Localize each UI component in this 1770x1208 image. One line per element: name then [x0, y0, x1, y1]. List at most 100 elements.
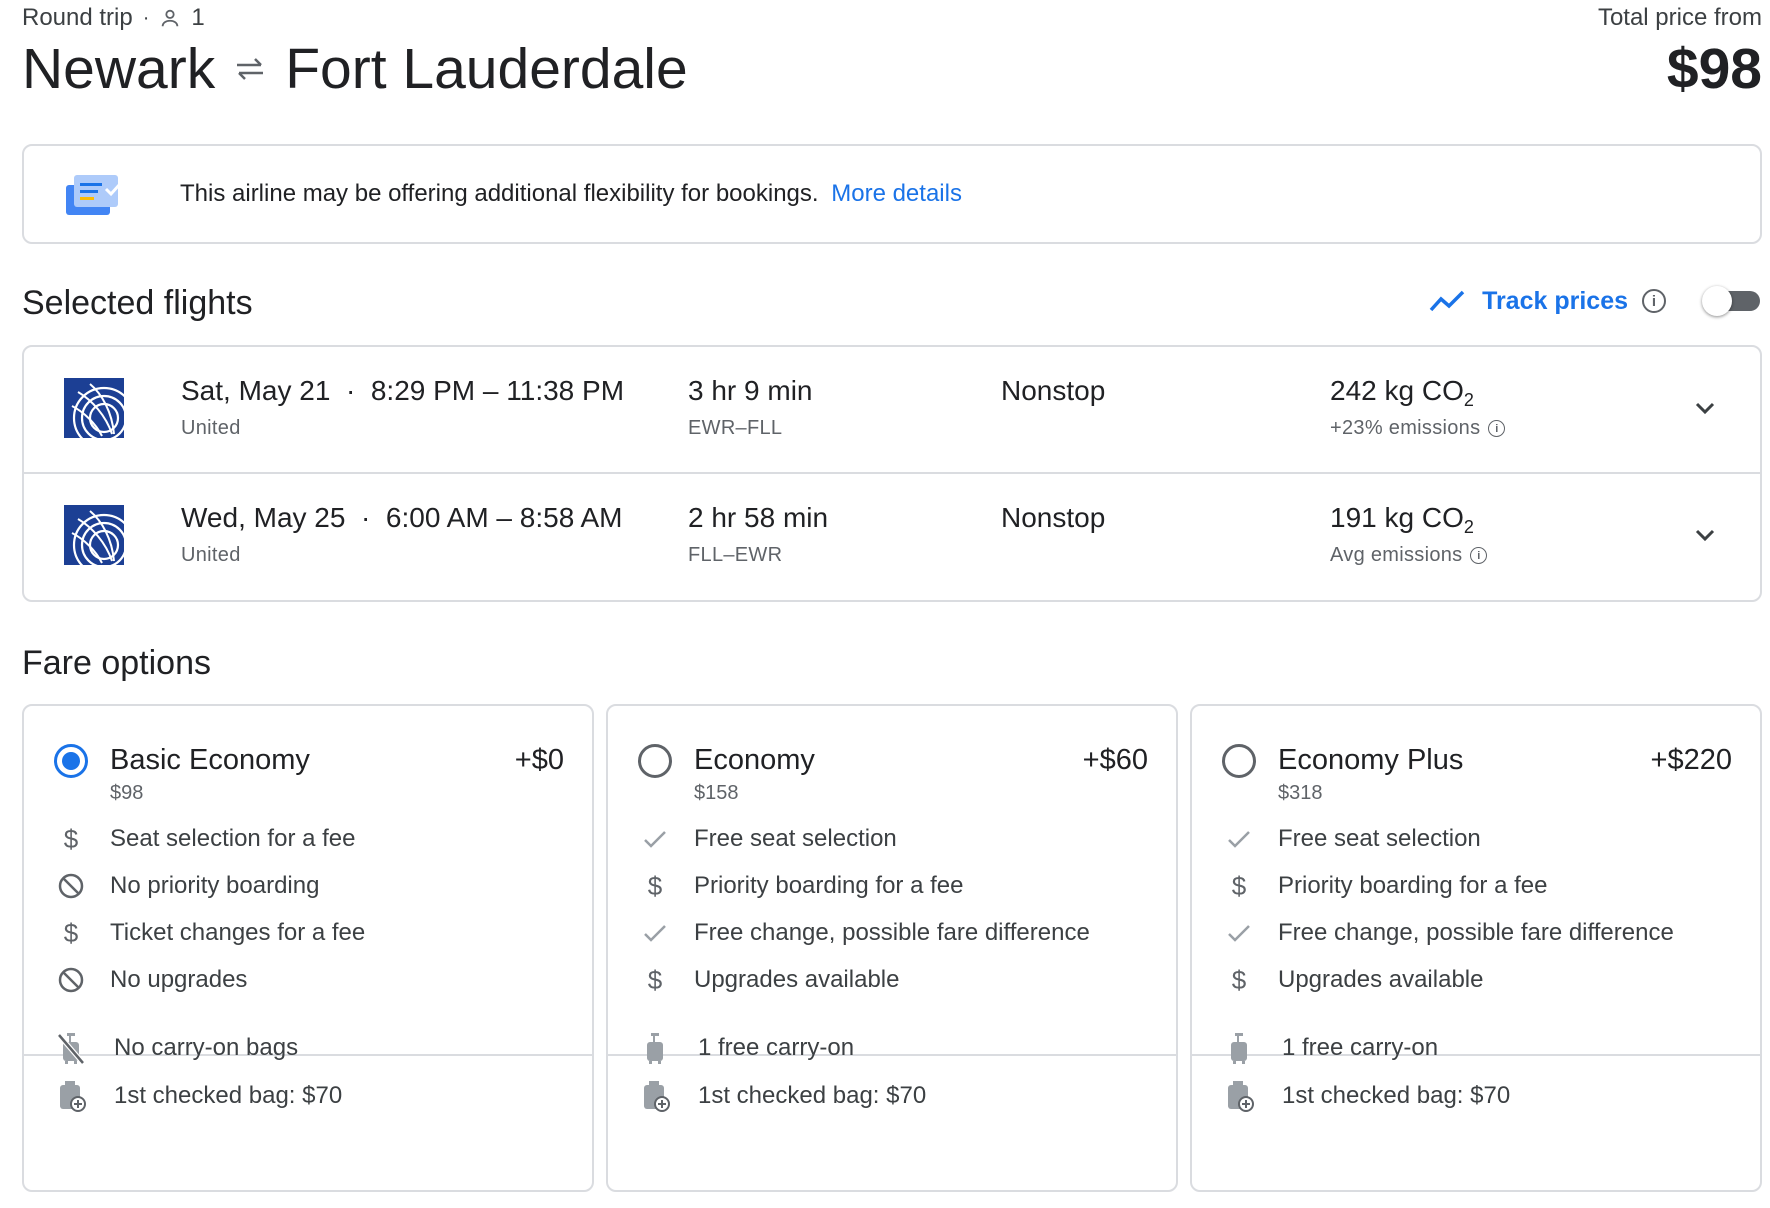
- check-icon: [638, 916, 672, 950]
- more-details-link[interactable]: More details: [831, 180, 962, 207]
- baggage-item: 1 free carry-on: [608, 1028, 1176, 1068]
- checked-bag-icon: [54, 1079, 88, 1113]
- dollar-icon: $: [1222, 869, 1256, 903]
- fare-feature-text: No upgrades: [110, 966, 248, 993]
- carry-on-icon: [1222, 1031, 1256, 1065]
- fare-feature: $ Priority boarding for a fee: [608, 866, 1176, 906]
- passenger-count: 1: [191, 4, 205, 31]
- fare-feature: No priority boarding: [24, 866, 592, 906]
- fare-feature: $ Upgrades available: [608, 960, 1176, 1000]
- fare-feature-text: Free seat selection: [1278, 825, 1481, 852]
- no-carry-on-icon: [54, 1031, 88, 1065]
- co2-value: 242 kg CO: [1330, 375, 1464, 406]
- baggage-item: No carry-on bags: [24, 1028, 592, 1068]
- fare-card-basic-economy[interactable]: Basic Economy $98 +$0 $ Seat selection for a…: [22, 704, 594, 1192]
- fare-price: $98: [110, 782, 144, 804]
- baggage-text: 1 free carry-on: [1282, 1034, 1439, 1061]
- fare-price: $158: [694, 782, 739, 804]
- info-icon[interactable]: i: [1488, 420, 1506, 437]
- fare-feature-text: Ticket changes for a fee: [110, 919, 366, 946]
- baggage-text: No carry-on bags: [114, 1034, 299, 1061]
- toggle-knob: [1702, 286, 1732, 316]
- svg-text:$: $: [64, 824, 79, 854]
- price-label: Total price from: [1597, 4, 1762, 31]
- svg-text:$: $: [1232, 871, 1247, 901]
- destination-city: Fort Lauderdale: [285, 37, 688, 101]
- fare-radio-button[interactable]: [54, 744, 88, 778]
- track-prices-control: Track prices i: [1428, 286, 1760, 316]
- flight-stops: Nonstop: [1001, 375, 1106, 406]
- fare-feature-text: Upgrades available: [1278, 966, 1484, 993]
- origin-city: Newark: [22, 37, 216, 101]
- fare-options-heading: Fare options: [22, 644, 211, 682]
- round-trip-arrows-icon: [237, 58, 264, 80]
- trip-type: Round trip: [22, 4, 133, 31]
- chevron-down-icon[interactable]: [1690, 393, 1720, 423]
- fare-name: Economy: [694, 744, 815, 776]
- flight-times: 6:00 AM – 8:58 AM: [385, 502, 623, 533]
- banner-message: This airline may be offering additional …: [180, 180, 962, 208]
- co2-amount: 191 kg CO2: [1330, 502, 1474, 538]
- booking-flexibility-icon: [66, 175, 122, 215]
- flight-row-outbound[interactable]: Sat, May 21 · 8:29 PM – 11:38 PM United …: [24, 347, 1760, 474]
- fare-feature: $ Seat selection for a fee: [24, 819, 592, 859]
- info-icon[interactable]: i: [1642, 289, 1666, 313]
- carry-on-icon: [638, 1031, 672, 1065]
- fare-divider: [608, 1054, 1176, 1056]
- trip-meta: Round trip · 1: [22, 4, 205, 32]
- fare-divider: [24, 1054, 592, 1056]
- fare-feature-text: No priority boarding: [110, 872, 320, 899]
- dollar-icon: $: [54, 916, 88, 950]
- route-title: Newark Fort Lauderdale: [22, 36, 688, 102]
- fare-card-economy[interactable]: Economy $158 +$60 Free seat selection $ Prior…: [606, 704, 1178, 1192]
- flight-row-return[interactable]: Wed, May 25 · 6:00 AM – 8:58 AM United 2…: [24, 474, 1760, 601]
- fare-feature: Free seat selection: [608, 819, 1176, 859]
- baggage-text: 1 free carry-on: [698, 1034, 855, 1061]
- airline-name: United: [181, 544, 241, 566]
- separator-dot: ·: [142, 6, 150, 29]
- separator-dot: ·: [353, 502, 379, 533]
- check-icon: [1222, 916, 1256, 950]
- fare-feature: $ Priority boarding for a fee: [1192, 866, 1760, 906]
- fare-feature-text: Priority boarding for a fee: [694, 872, 964, 899]
- emissions-info: +23% emissions i: [1330, 417, 1506, 440]
- dollar-icon: $: [54, 822, 88, 856]
- track-prices-toggle[interactable]: [1702, 286, 1760, 316]
- co2-value: 191 kg CO: [1330, 502, 1464, 533]
- fare-feature-text: Free change, possible fare difference: [1278, 919, 1674, 946]
- track-prices-label[interactable]: Track prices: [1482, 286, 1628, 315]
- total-price: $98: [1666, 37, 1762, 101]
- checked-bag-icon: [1222, 1079, 1256, 1113]
- flight-date-times: Sat, May 21 · 8:29 PM – 11:38 PM: [181, 375, 624, 407]
- fare-radio-button[interactable]: [1222, 744, 1256, 778]
- fare-divider: [1192, 1054, 1760, 1056]
- flight-duration: 2 hr 58 min: [688, 502, 829, 533]
- fare-radio-button[interactable]: [638, 744, 672, 778]
- banner-text: This airline may be offering additional …: [180, 180, 819, 207]
- united-airlines-logo-icon: [64, 378, 124, 438]
- dollar-icon: $: [638, 963, 672, 997]
- selected-flights-heading: Selected flights: [22, 284, 253, 322]
- checked-bag-icon: [638, 1079, 672, 1113]
- selected-flights-list: Sat, May 21 · 8:29 PM – 11:38 PM United …: [22, 345, 1762, 602]
- fare-feature: Free seat selection: [1192, 819, 1760, 859]
- check-icon: [1222, 822, 1256, 856]
- trip-header: Round trip · 1 Newark Fort Lauderdale To…: [22, 0, 1762, 120]
- flight-stops: Nonstop: [1001, 502, 1106, 533]
- trend-line-icon: [1429, 290, 1465, 312]
- flight-date: Wed, May 25: [181, 502, 346, 533]
- fare-feature: $ Upgrades available: [1192, 960, 1760, 1000]
- info-icon[interactable]: i: [1470, 547, 1488, 564]
- baggage-item: 1st checked bag: $70: [1192, 1076, 1760, 1116]
- check-icon: [638, 822, 672, 856]
- fare-price: $318: [1278, 782, 1323, 804]
- person-icon: [162, 9, 179, 27]
- fare-card-economy-plus[interactable]: Economy Plus $318 +$220 Free seat selection…: [1190, 704, 1762, 1192]
- fare-feature-text: Free seat selection: [694, 825, 897, 852]
- dollar-icon: $: [638, 869, 672, 903]
- fare-feature-text: Upgrades available: [694, 966, 900, 993]
- fare-feature: No upgrades: [24, 960, 592, 1000]
- chevron-down-icon[interactable]: [1690, 520, 1720, 550]
- airline-name: United: [181, 417, 241, 439]
- flight-route: EWR–FLL: [688, 417, 783, 439]
